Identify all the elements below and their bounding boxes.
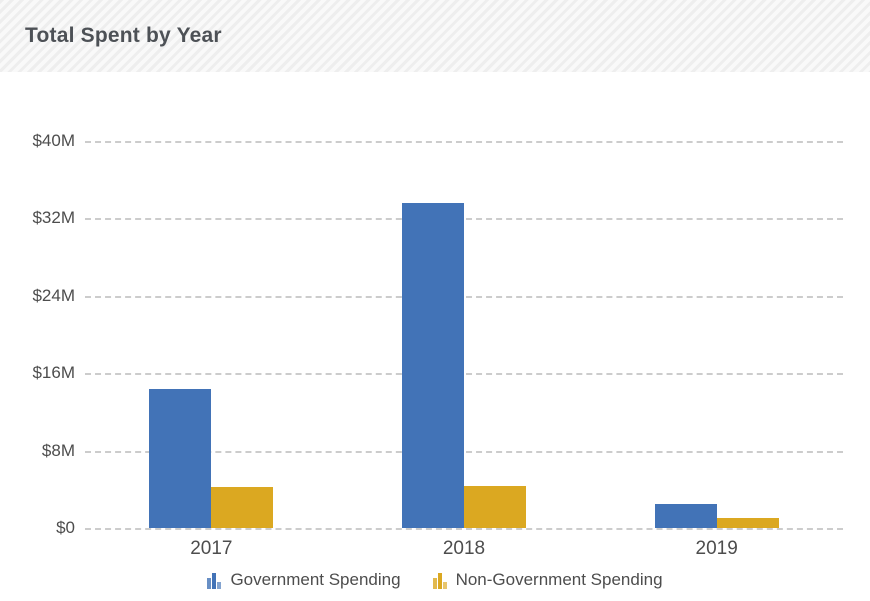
legend-label: Non-Government Spending (455, 570, 663, 589)
y-axis-tick-label: $8M (41, 440, 75, 460)
bar-group-2018 (402, 203, 526, 528)
x-axis-tick-label-2019: 2019 (695, 538, 738, 559)
bar-non-government-spending-2019[interactable] (716, 518, 779, 528)
bar-non-government-spending-2017[interactable] (211, 487, 274, 528)
bar-government-spending-2019[interactable] (654, 504, 717, 528)
y-axis-tick-label: $24M (32, 285, 75, 305)
bar-group-2019 (654, 504, 779, 528)
y-axis-tick-label: $0 (56, 518, 75, 537)
gridline-16 (85, 373, 843, 376)
legend-item-non-government-spending[interactable]: Non-Government Spending (432, 570, 663, 590)
bar-group-2017 (149, 389, 274, 528)
x-axis-tick-label-2017: 2017 (190, 538, 233, 559)
chart-title: Total Spent by Year (25, 24, 222, 47)
gridline-40 (85, 141, 843, 143)
bar-government-spending-2018[interactable] (402, 203, 464, 528)
y-axis-tick-label: $16M (32, 363, 75, 383)
y-axis-tick-label: $32M (32, 208, 75, 228)
y-axis-tick-label: $40M (32, 131, 75, 150)
mini-bar-chart-icon (432, 572, 447, 589)
gridline-8 (85, 450, 843, 453)
bar-non-government-spending-2018[interactable] (464, 486, 526, 528)
chart-header: Total Spent by Year (0, 0, 870, 72)
mini-bar-chart-icon (207, 572, 222, 589)
legend: Government Spending Non-Government Spend… (0, 570, 870, 590)
gridline-32 (85, 218, 843, 221)
legend-item-government-spending[interactable]: Government Spending (207, 570, 401, 590)
gridline-0 (85, 528, 843, 530)
x-axis-tick-label-2018: 2018 (442, 538, 486, 559)
legend-label: Government Spending (230, 570, 401, 589)
plot-area (85, 141, 843, 530)
gridline-24 (85, 295, 843, 298)
bar-government-spending-2017[interactable] (149, 389, 212, 528)
